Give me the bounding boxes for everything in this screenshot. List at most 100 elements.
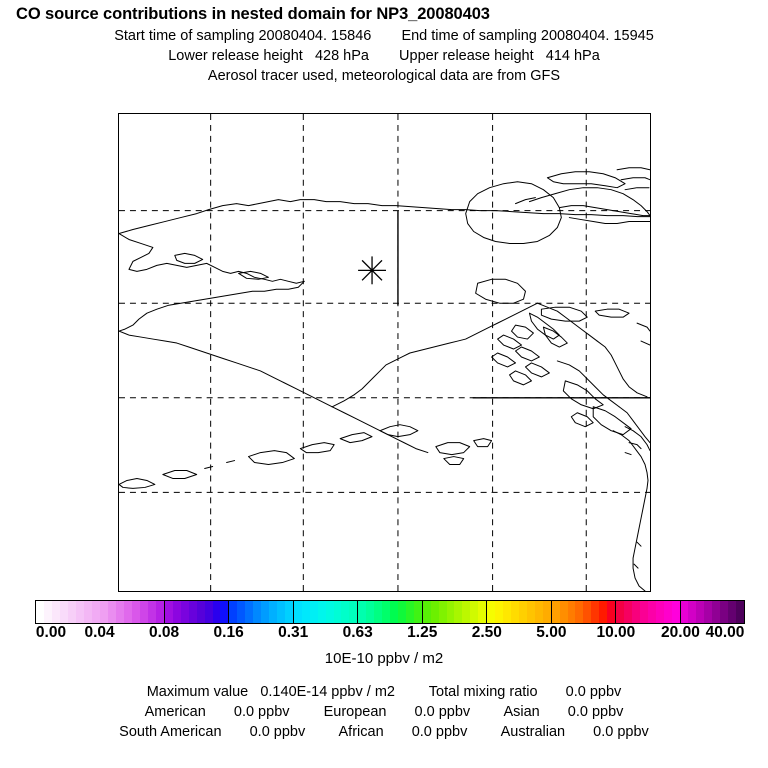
colorbar-step xyxy=(366,601,375,623)
colorbar-step xyxy=(276,601,285,623)
colorbar-step xyxy=(736,601,745,623)
upper-height-label: Upper release height xyxy=(399,48,534,64)
colorbar-step xyxy=(624,601,632,623)
statistics-footer: Maximum value 0.140E-14 ppbv / m2 Total … xyxy=(0,684,768,744)
colorbar-tick-1: 0.04 xyxy=(84,624,115,641)
colorbar-step xyxy=(712,601,721,623)
colorbar-tick-8: 5.00 xyxy=(536,624,567,641)
colorbar-step xyxy=(462,601,471,623)
colorbar-step xyxy=(51,601,60,623)
colorbar-step xyxy=(333,601,342,623)
colorbar-units-label: 10E-10 ppbv / m2 xyxy=(324,650,444,667)
colorbar-step xyxy=(446,601,455,623)
max-value-value: 0.140E-14 ppbv / m2 xyxy=(260,684,395,700)
map-panel[interactable] xyxy=(118,113,651,592)
colorbar-step xyxy=(607,601,616,623)
colorbar-step xyxy=(220,601,229,623)
colorbar-step xyxy=(341,601,350,623)
upper-height-value: 414 hPa xyxy=(545,48,600,64)
colorbar-step xyxy=(430,601,439,623)
region-value-african: 0.0 ppbv xyxy=(411,724,468,740)
release-point-asterisk xyxy=(358,256,386,285)
colorbar-step xyxy=(358,601,367,623)
colorbar-step xyxy=(293,601,302,623)
colorbar-step xyxy=(164,601,173,623)
colorbar-step xyxy=(397,601,406,623)
colorbar-step xyxy=(301,601,310,623)
colorbar-step xyxy=(83,601,92,623)
start-time-value: 20080404. 15846 xyxy=(258,28,372,44)
colorbar-step xyxy=(382,601,391,623)
colorbar-step xyxy=(317,601,326,623)
colorbar-step xyxy=(269,601,277,623)
region-value-american: 0.0 ppbv xyxy=(233,704,290,720)
colorbar-step xyxy=(422,601,431,623)
colorbar-step xyxy=(156,601,164,623)
colorbar-tick-7: 2.50 xyxy=(471,624,502,641)
colorbar-step xyxy=(704,601,713,623)
colorbar-step xyxy=(655,601,664,623)
colorbar-step xyxy=(390,601,398,623)
colorbar-step xyxy=(36,601,44,623)
colorbar-segment-5 xyxy=(358,601,423,623)
colorbar-step xyxy=(108,601,117,623)
colorbar-segment-2 xyxy=(164,601,230,623)
colorbar[interactable] xyxy=(35,600,745,624)
colorbar-tick-9: 10.00 xyxy=(596,624,636,641)
region-label-south-american: South American xyxy=(119,724,222,740)
colorbar-step xyxy=(325,601,334,623)
colorbar-step xyxy=(124,601,133,623)
colorbar-step xyxy=(374,601,383,623)
colorbar-step xyxy=(470,601,479,623)
sampling-time-line: Start time of sampling 20080404. 15846 E… xyxy=(0,28,768,44)
colorbar-step xyxy=(245,601,254,623)
colorbar-segment-8 xyxy=(551,601,617,623)
colorbar-step xyxy=(100,601,109,623)
colorbar-step xyxy=(510,601,519,623)
colorbar-step xyxy=(680,601,689,623)
region-value-european: 0.0 ppbv xyxy=(414,704,471,720)
colorbar-step xyxy=(478,601,487,623)
end-time-label: End time of sampling xyxy=(401,28,537,44)
colorbar-step xyxy=(575,601,584,623)
colorbar-segment-3 xyxy=(229,601,294,623)
colorbar-step xyxy=(43,601,52,623)
colorbar-tick-3: 0.16 xyxy=(213,624,244,641)
colorbar-step xyxy=(132,601,141,623)
region-label-australian: Australian xyxy=(500,724,566,740)
colorbar-step xyxy=(212,601,221,623)
colorbar-step xyxy=(261,601,270,623)
total-mixing-ratio-value: 0.0 ppbv xyxy=(565,684,622,700)
stats-row-regions-2: South American 0.0 ppbv African 0.0 ppbv… xyxy=(0,724,768,740)
colorbar-step xyxy=(503,601,511,623)
region-label-african: African xyxy=(338,724,384,740)
lower-height-label: Lower release height xyxy=(168,48,303,64)
colorbar-tick-4: 0.31 xyxy=(278,624,309,641)
colorbar-step xyxy=(728,601,737,623)
colorbar-step xyxy=(518,601,527,623)
colorbar-tick-10: 20.00 xyxy=(661,624,700,641)
stats-row-regions-1: American 0.0 ppbv European 0.0 ppbv Asia… xyxy=(0,704,768,720)
colorbar-segment-7 xyxy=(487,601,552,623)
region-label-asian: Asian xyxy=(503,704,540,720)
colorbar-segment-6 xyxy=(422,601,488,623)
colorbar-step xyxy=(567,601,576,623)
colorbar-segment-1 xyxy=(100,601,165,623)
colorbar-step xyxy=(495,601,504,623)
colorbar-step xyxy=(454,601,463,623)
colorbar-step xyxy=(487,601,496,623)
colorbar-step xyxy=(688,601,697,623)
tracer-note: Aerosol tracer used, meteorological data… xyxy=(207,68,561,84)
colorbar-step xyxy=(631,601,640,623)
lower-height-value: 428 hPa xyxy=(314,48,369,64)
colorbar-step xyxy=(204,601,213,623)
map-canvas xyxy=(119,114,650,591)
colorbar-step xyxy=(720,601,729,623)
colorbar-segment-10 xyxy=(680,601,745,623)
colorbar-tick-labels: 0.00 0.04 0.08 0.16 0.31 0.63 1.25 2.50 5.00 10.0… xyxy=(0,624,768,644)
colorbar-step xyxy=(696,601,705,623)
region-value-asian: 0.0 ppbv xyxy=(567,704,624,720)
colorbar-segment-0 xyxy=(36,601,101,623)
colorbar-step xyxy=(591,601,600,623)
colorbar-step xyxy=(405,601,414,623)
